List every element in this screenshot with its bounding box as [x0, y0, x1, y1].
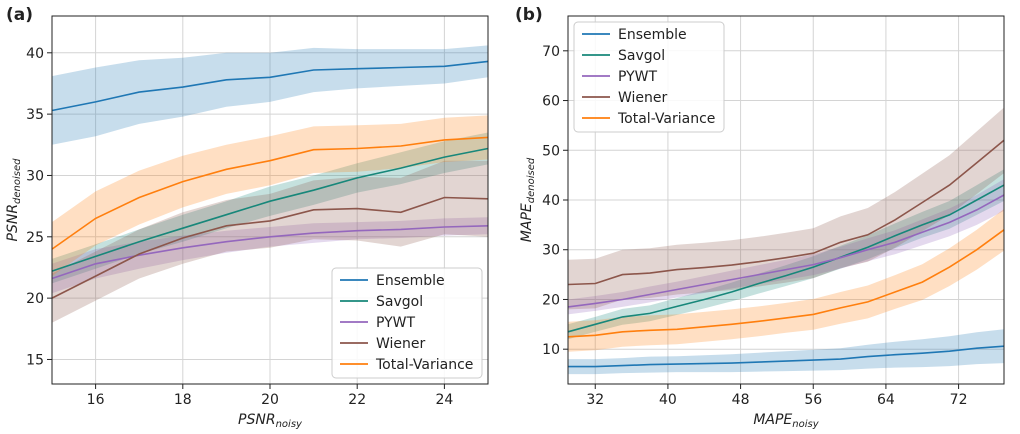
ensemble-band: [52, 45, 488, 145]
panel-a-x-ticks: 16 18 20 22 24: [87, 384, 453, 408]
total-variance-line: [51, 136, 489, 250]
x-tick-label: 18: [174, 392, 192, 408]
legend-label-savgol: Savgol: [376, 294, 423, 310]
legend-label-savgol: Savgol: [618, 48, 665, 64]
legend-box: [331, 267, 483, 379]
panel-a-lines: [51, 60, 489, 299]
panel-b-lines: [567, 139, 1005, 368]
x-tick-label: 16: [87, 392, 105, 408]
y-tick-label: 50: [542, 143, 560, 159]
x-tick-label: 32: [586, 392, 604, 408]
panel-b-label: (b): [515, 5, 543, 25]
x-tick-label: 64: [877, 392, 895, 408]
panel-b-ylabel-main: MAPE: [519, 203, 535, 242]
savgol-line: [567, 184, 1005, 333]
total-variance-band: [52, 115, 488, 277]
y-tick-label: 60: [542, 94, 560, 110]
ensemble-line: [51, 60, 489, 112]
pywt-line: [567, 194, 1005, 308]
panel-b-bands: [568, 107, 1004, 375]
y-tick-label: 25: [26, 230, 44, 246]
legend-label-wiener: Wiener: [376, 336, 426, 352]
legend-box: [573, 21, 725, 133]
y-tick-label: 30: [26, 168, 44, 184]
legend-label-ensemble: Ensemble: [376, 273, 445, 289]
x-tick-label: 48: [732, 392, 750, 408]
y-tick-label: 20: [542, 292, 560, 308]
x-tick-label: 22: [348, 392, 366, 408]
wiener-band: [52, 160, 488, 323]
pywt-band: [52, 217, 488, 294]
x-tick-label: 20: [261, 392, 279, 408]
ensemble-line: [568, 345, 1005, 368]
panel-b-x-ticks: 32 40 48 56 64 72: [586, 384, 967, 408]
x-tick-label: 56: [804, 392, 822, 408]
y-tick-label: 30: [542, 243, 560, 259]
panel-a-y-ticks: 15 20 25 30 35 40: [26, 46, 52, 368]
total-variance-line: [567, 229, 1005, 338]
wiener-line: [51, 196, 489, 299]
y-tick-label: 70: [542, 44, 560, 60]
panel-a-xlabel-sub: noisy: [276, 419, 303, 430]
panel-a-y-axis-label: PSNRdenoised: [5, 158, 23, 242]
panel-b-ylabel-sub: denoised: [526, 157, 537, 203]
total-variance-band: [568, 209, 1004, 352]
legend-label-wiener: Wiener: [618, 90, 668, 106]
y-tick-label: 40: [26, 46, 44, 62]
legend-label-total-variance: Total-Variance: [617, 111, 715, 127]
panel-a-ylabel-sub: denoised: [12, 158, 23, 204]
legend-label-pywt: PYWT: [618, 69, 658, 85]
y-tick-label: 35: [26, 107, 44, 123]
wiener-line: [567, 139, 1005, 286]
savgol-line: [51, 147, 489, 272]
panel-b-xlabel-sub: noisy: [792, 419, 819, 430]
y-tick-label: 10: [542, 342, 560, 358]
y-tick-label: 40: [542, 193, 560, 209]
panel-b-y-axis-label: MAPEdenoised: [519, 157, 537, 242]
x-tick-label: 24: [435, 392, 453, 408]
pywt-line: [51, 225, 489, 280]
legend-label-total-variance: Total-Variance: [375, 357, 473, 373]
ensemble-band: [568, 329, 1004, 375]
x-tick-label: 72: [950, 392, 968, 408]
panel-a-legend: Ensemble Savgol PYWT Wiener Total-Variance: [331, 267, 483, 379]
legend-label-pywt: PYWT: [376, 315, 416, 331]
panel-a-xlabel-main: PSNR: [238, 412, 276, 428]
x-tick-label: 40: [659, 392, 677, 408]
panel-b-y-ticks: 10 20 30 40 50 60 70: [542, 44, 568, 358]
panel-b-x-axis-label: MAPEnoisy: [753, 412, 819, 430]
panel-b-xlabel-main: MAPE: [753, 412, 792, 428]
panel-a-label: (a): [6, 5, 33, 25]
y-tick-label: 20: [26, 291, 44, 307]
y-tick-label: 15: [26, 352, 44, 368]
panel-b-legend: Ensemble Savgol PYWT Wiener Total-Variance: [573, 21, 725, 133]
panel-a-x-axis-label: PSNRnoisy: [238, 412, 303, 430]
savgol-band: [568, 169, 1004, 340]
legend-label-ensemble: Ensemble: [618, 27, 687, 43]
wiener-band: [568, 107, 1004, 310]
panel-a-ylabel-main: PSNR: [5, 204, 21, 242]
